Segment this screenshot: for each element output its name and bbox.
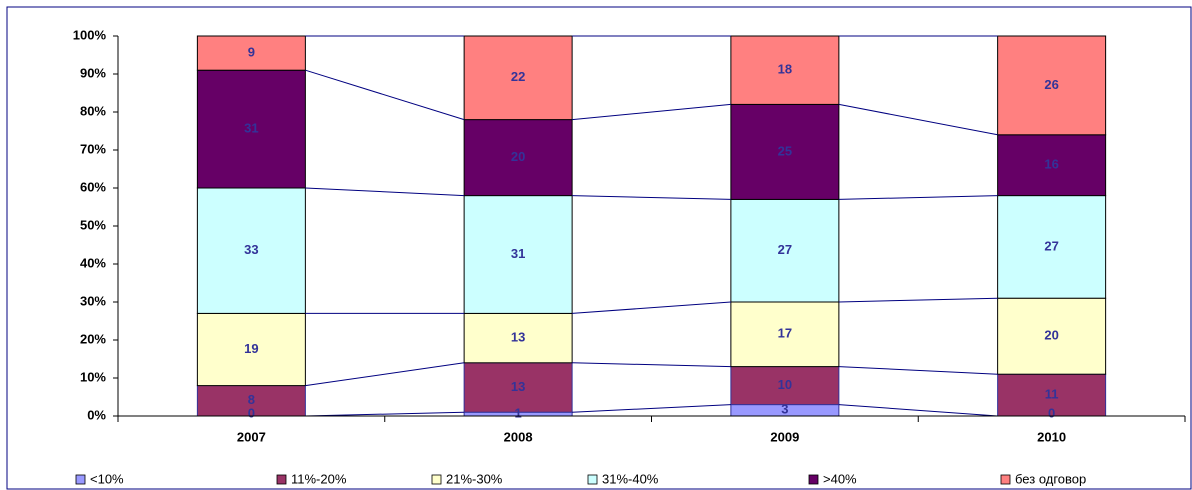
value-label: 0 bbox=[248, 405, 255, 420]
bar-segment bbox=[196, 69, 306, 189]
value-label: 1 bbox=[515, 406, 522, 421]
value-label: 17 bbox=[778, 326, 792, 341]
bar-segment bbox=[463, 35, 573, 121]
y-tick-label: 80% bbox=[80, 103, 106, 118]
series-line bbox=[838, 404, 998, 417]
value-label: 20 bbox=[511, 149, 525, 164]
value-label: 26 bbox=[1044, 77, 1058, 92]
bar-segment bbox=[730, 366, 840, 406]
bar-segment bbox=[997, 134, 1107, 197]
series-line bbox=[305, 187, 465, 197]
series-line bbox=[305, 69, 465, 121]
value-label: 13 bbox=[511, 379, 525, 394]
legend-swatch bbox=[75, 474, 86, 485]
value-label: 22 bbox=[511, 69, 525, 84]
legend-label: без одговор bbox=[1015, 471, 1086, 486]
bar-segment bbox=[997, 195, 1107, 299]
legend-label: >40% bbox=[823, 471, 857, 486]
value-label: 10 bbox=[778, 377, 792, 392]
legend-swatch bbox=[276, 474, 287, 485]
value-label: 11 bbox=[1045, 387, 1059, 402]
bar-segment bbox=[463, 312, 573, 364]
bar-segment bbox=[997, 35, 1107, 136]
legend-label: 21%-30% bbox=[446, 471, 503, 486]
value-label: 31 bbox=[511, 246, 525, 261]
series-line bbox=[572, 301, 731, 314]
series-line bbox=[305, 362, 465, 387]
x-tick-label: 2007 bbox=[237, 429, 266, 444]
series-line bbox=[838, 103, 998, 136]
y-tick-label: 0% bbox=[87, 407, 106, 422]
y-tick-label: 50% bbox=[80, 217, 106, 232]
legend-label: <10% bbox=[90, 471, 124, 486]
value-label: 20 bbox=[1044, 328, 1058, 343]
value-label: 0 bbox=[1048, 405, 1055, 420]
value-label: 9 bbox=[248, 45, 255, 60]
legend-swatch bbox=[808, 474, 819, 485]
series-line bbox=[305, 411, 465, 417]
bar-segment bbox=[463, 119, 573, 197]
x-tick-label: 2008 bbox=[504, 429, 533, 444]
y-tick-label: 60% bbox=[80, 179, 106, 194]
y-tick-label: 20% bbox=[80, 331, 106, 346]
series-line bbox=[572, 404, 731, 413]
bar-segment bbox=[463, 362, 573, 413]
legend-label: 11%-20% bbox=[291, 471, 347, 486]
value-label: 18 bbox=[778, 62, 792, 77]
series-line bbox=[572, 103, 731, 121]
y-tick-label: 70% bbox=[80, 141, 106, 156]
value-label: 19 bbox=[244, 341, 258, 356]
value-label: 27 bbox=[778, 242, 792, 257]
y-tick-label: 100% bbox=[73, 27, 107, 42]
value-label: 33 bbox=[244, 242, 258, 257]
series-line bbox=[572, 195, 731, 200]
bar-segment bbox=[997, 373, 1107, 417]
value-label: 31 bbox=[244, 121, 258, 136]
legend-swatch bbox=[1000, 474, 1011, 485]
bar-segment bbox=[463, 195, 573, 314]
value-label: 3 bbox=[781, 402, 788, 417]
series-line bbox=[838, 297, 998, 303]
value-label: 16 bbox=[1044, 157, 1058, 172]
x-tick-label: 2010 bbox=[1037, 429, 1066, 444]
bar-segment bbox=[730, 198, 840, 303]
bar-segment bbox=[196, 35, 306, 71]
bar-segment bbox=[997, 297, 1107, 375]
value-label: 8 bbox=[248, 392, 255, 407]
y-tick-label: 30% bbox=[80, 293, 106, 308]
bar-segment bbox=[730, 35, 840, 105]
legend-swatch bbox=[587, 474, 598, 485]
series-line bbox=[572, 362, 731, 368]
x-tick-label: 2009 bbox=[770, 429, 799, 444]
y-tick-label: 40% bbox=[80, 255, 106, 270]
legend-label: 31%-40% bbox=[602, 471, 659, 486]
series-line bbox=[838, 366, 998, 375]
series-line bbox=[838, 195, 998, 200]
value-label: 27 bbox=[1044, 238, 1058, 253]
y-tick-label: 90% bbox=[80, 65, 106, 80]
legend-swatch bbox=[431, 474, 442, 485]
bar-segment bbox=[730, 103, 840, 200]
value-label: 13 bbox=[511, 330, 525, 345]
y-tick-label: 10% bbox=[80, 369, 106, 384]
value-label: 25 bbox=[778, 143, 792, 158]
